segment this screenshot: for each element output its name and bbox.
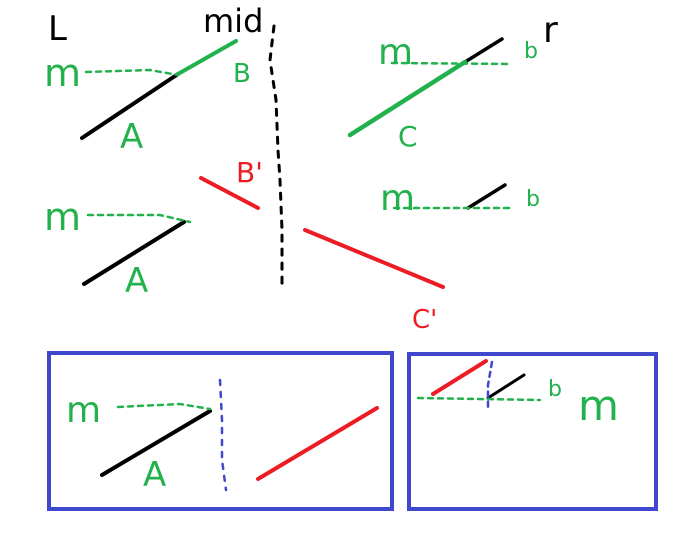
segment-a-top — [80, 72, 180, 140]
segment-c-top — [347, 59, 468, 138]
label-m-top-left: m — [44, 51, 81, 95]
segment-black-box-right — [486, 373, 526, 400]
label-a-box: A — [143, 455, 166, 495]
segment-black-top-right — [463, 37, 504, 64]
segment-red-box-left — [256, 406, 379, 481]
segment-a-mid — [82, 220, 186, 286]
blue-divider-box-right — [486, 360, 494, 412]
m-line-mid-left — [86, 213, 192, 224]
m-line-top-right — [390, 61, 512, 66]
label-b-top-right: b — [524, 39, 538, 64]
label-m-mid-right: m — [380, 178, 415, 219]
segment-red-box-right — [431, 359, 488, 396]
m-line-box-left — [116, 402, 212, 411]
blue-divider-box-left — [218, 378, 228, 492]
label-m-top-right: m — [378, 32, 413, 73]
mid-divider-line — [268, 24, 284, 292]
segment-red-b-prime — [199, 176, 260, 210]
label-c-prime: C' — [412, 305, 437, 335]
label-b-prime: B' — [236, 156, 263, 189]
segment-a-box — [100, 409, 212, 477]
heading-mid: mid — [203, 2, 263, 40]
label-a-mid: A — [125, 261, 148, 301]
label-b-mid-right: b — [526, 187, 540, 212]
segment-black-mid-right — [466, 183, 507, 210]
m-line-box-right — [416, 396, 542, 402]
box-bottom-left — [47, 351, 394, 511]
label-b-box-right: b — [548, 377, 562, 402]
heading-left: L — [48, 9, 67, 49]
label-m-mid-left: m — [44, 195, 81, 239]
segment-b-top — [176, 39, 238, 76]
label-c-top: C — [398, 120, 418, 153]
box-bottom-right — [407, 352, 658, 511]
m-line-top-left — [84, 68, 180, 77]
label-b-top: B — [233, 59, 251, 89]
segment-red-c-prime — [303, 228, 445, 289]
label-m-box-right: m — [578, 381, 619, 430]
label-m-box-left: m — [66, 390, 101, 431]
label-a-top: A — [120, 117, 143, 157]
heading-right: r — [543, 10, 558, 51]
